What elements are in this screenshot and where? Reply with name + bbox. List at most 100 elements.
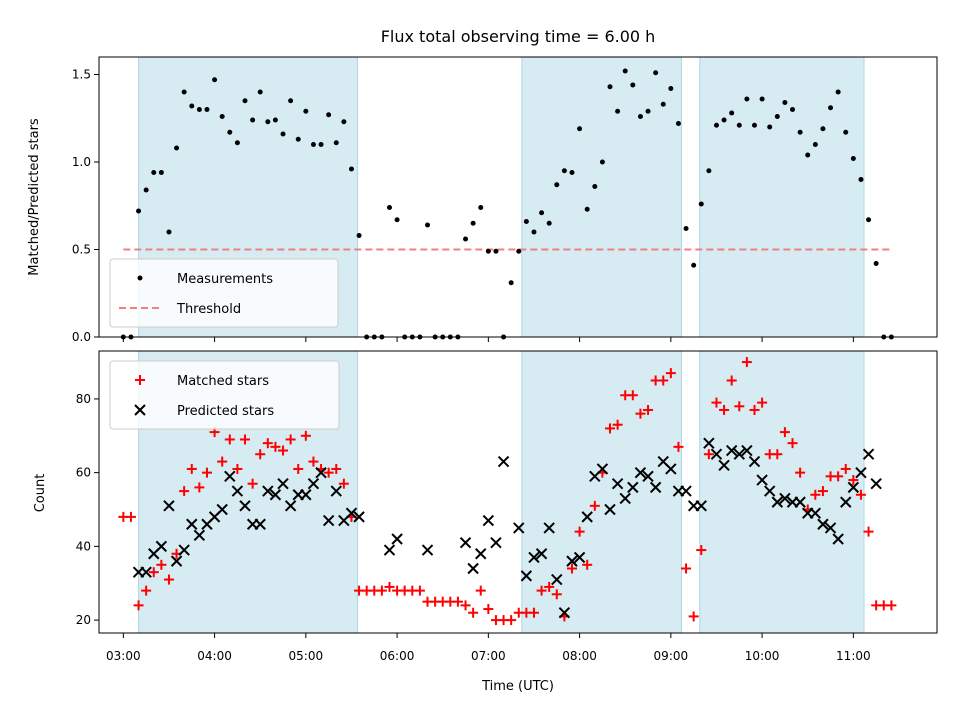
matched-star-point xyxy=(582,559,593,570)
predicted-star-point xyxy=(490,536,502,549)
measurement-point xyxy=(348,166,354,172)
predicted-star-point xyxy=(353,511,365,523)
predicted-star-point xyxy=(277,477,289,490)
measurement-point xyxy=(136,208,142,214)
measurement-point xyxy=(668,86,674,91)
predicted-star-point xyxy=(239,500,251,512)
measurement-point xyxy=(584,206,590,212)
top-legend-box xyxy=(109,258,339,328)
predicted-star-point xyxy=(345,507,358,519)
measurement-point xyxy=(539,210,545,216)
predicted-stars-points xyxy=(132,437,882,619)
predicted-star-point xyxy=(497,455,510,468)
x-tick-label: 09:00 xyxy=(654,649,689,663)
matched-star-point xyxy=(681,563,692,574)
y-tick-label: 0.0 xyxy=(72,330,91,344)
measurement-point xyxy=(660,101,666,107)
matched-star-point xyxy=(506,615,517,626)
observing-window xyxy=(521,56,682,338)
measurement-point xyxy=(797,129,803,135)
matched-star-point xyxy=(848,475,859,486)
bottom-legend: Matched stars Predicted stars xyxy=(109,360,340,430)
measurement-point xyxy=(333,140,339,146)
matched-star-point xyxy=(194,482,205,493)
matched-star-point xyxy=(696,545,707,556)
measurement-point xyxy=(577,126,583,132)
y-tick-label: 0.5 xyxy=(72,243,91,257)
measurement-point xyxy=(478,205,484,210)
matched-star-point xyxy=(133,600,144,611)
x-tick-label: 06:00 xyxy=(380,649,415,663)
measurement-point xyxy=(751,122,757,128)
predicted-star-point xyxy=(741,444,753,457)
measurement-point xyxy=(744,96,750,102)
measurement-point xyxy=(736,122,742,128)
measurement-point xyxy=(607,84,613,90)
matched-star-point xyxy=(460,600,471,611)
predicted-star-point xyxy=(330,485,342,497)
x-tick-label: 11:00 xyxy=(836,649,871,663)
matched-star-point xyxy=(635,408,646,419)
measurement-point xyxy=(295,136,301,142)
matched-star-point xyxy=(384,581,395,592)
predicted-star-point xyxy=(642,470,654,483)
matched-star-point xyxy=(719,404,730,415)
measurement-point xyxy=(227,129,233,135)
predicted-star-point xyxy=(596,463,609,475)
predicted-star-point xyxy=(604,503,616,516)
measurement-point xyxy=(843,129,849,135)
matched-star-point xyxy=(536,585,547,596)
measurement-point xyxy=(782,100,788,105)
predicted-star-point xyxy=(535,548,548,560)
predicted-star-point xyxy=(627,481,639,494)
matched-star-point xyxy=(795,467,806,478)
predicted-star-point xyxy=(262,485,274,497)
measurement-point xyxy=(698,201,704,207)
matched-star-point xyxy=(141,585,152,596)
matched-star-point xyxy=(673,441,684,452)
measurement-point xyxy=(341,119,347,125)
matched-star-point xyxy=(376,585,387,596)
measurement-point xyxy=(212,77,218,83)
predicted-star-point xyxy=(847,481,860,494)
measurement-point xyxy=(645,108,651,114)
legend-measurements-label: Measurements xyxy=(177,272,273,287)
matched-star-point xyxy=(240,434,251,445)
measurement-point xyxy=(721,117,727,123)
predicted-star-point xyxy=(748,455,761,468)
matched-star-point xyxy=(589,500,600,511)
measurement-point xyxy=(706,168,712,174)
matched-star-point xyxy=(726,375,737,386)
measurement-point xyxy=(303,108,309,114)
matched-star-point xyxy=(323,467,334,478)
predicted-star-point xyxy=(725,444,738,457)
predicted-star-point xyxy=(710,448,723,460)
measurement-point xyxy=(386,205,392,210)
matched-star-point xyxy=(605,423,616,434)
predicted-star-point xyxy=(718,459,730,471)
measurement-point xyxy=(272,117,278,123)
measurement-point xyxy=(470,220,476,226)
predicted-star-point xyxy=(695,500,707,512)
matched-star-point xyxy=(734,401,745,412)
measurement-point xyxy=(615,108,621,114)
matched-star-point xyxy=(186,463,197,474)
predicted-star-point xyxy=(269,489,282,501)
bottom-y-ticks: 20 40 60 80 xyxy=(76,392,99,627)
measurement-point xyxy=(828,105,834,111)
measurement-point xyxy=(790,107,796,112)
predicted-star-point xyxy=(391,533,403,545)
matched-star-point xyxy=(817,486,828,497)
predicted-star-point xyxy=(840,496,852,508)
matched-star-point xyxy=(300,430,311,441)
x-tick-label: 10:00 xyxy=(745,649,780,663)
matched-star-point xyxy=(863,526,874,537)
measurement-point xyxy=(599,159,605,165)
measurement-point xyxy=(463,236,469,242)
measurement-points xyxy=(120,68,894,340)
legend-predicted-marker xyxy=(134,404,146,416)
legend-predicted-label: Predicted stars xyxy=(177,404,274,419)
observing-window xyxy=(699,56,865,338)
predicted-star-point xyxy=(224,470,236,483)
matched-star-point xyxy=(331,463,342,474)
